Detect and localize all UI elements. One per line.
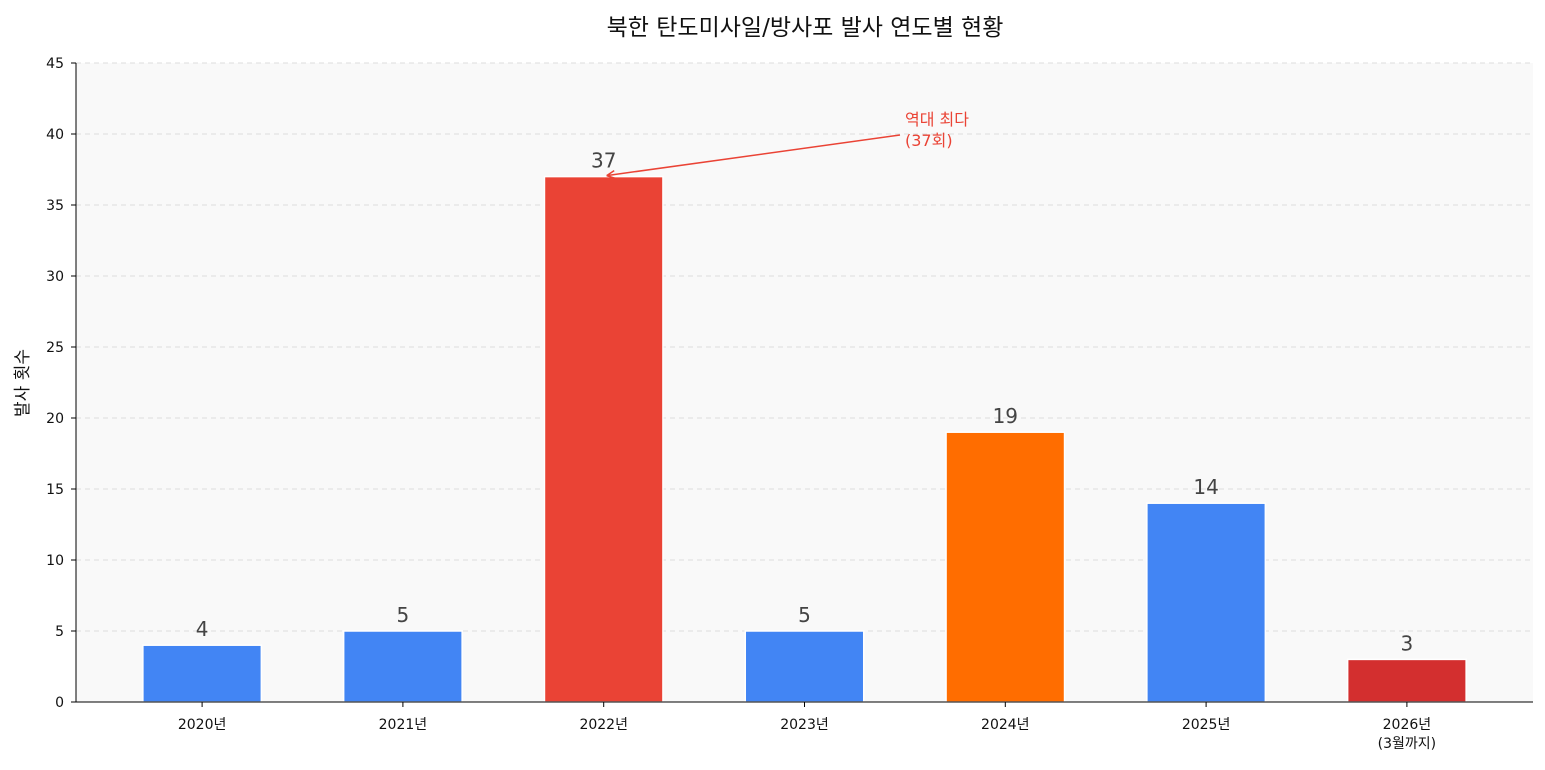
x-tick-label: 2021년 (379, 717, 428, 733)
y-tick-label: 40 (46, 127, 64, 143)
plot-area (76, 63, 1533, 702)
x-tick-label: 2025년 (1182, 717, 1231, 733)
x-tick-label: 2023년 (780, 717, 829, 733)
bar-value-label: 19 (993, 404, 1018, 428)
y-tick-label: 20 (46, 411, 64, 427)
bar-value-label: 5 (397, 603, 410, 627)
bar (1146, 502, 1267, 703)
y-tick-label: 45 (46, 56, 64, 72)
annotation-text: (37회) (905, 131, 953, 150)
y-tick-label: 10 (46, 553, 64, 569)
chart-title: 북한 탄도미사일/방사포 발사 연도별 현황 (607, 15, 1004, 41)
annotation-arrowhead (606, 174, 616, 180)
y-tick-label: 25 (46, 340, 64, 356)
x-tick-label: 2022년 (579, 717, 628, 733)
bar-value-label: 14 (1193, 475, 1218, 499)
bar (142, 644, 263, 703)
x-tick-label: 2020년 (178, 717, 227, 733)
annotation-text: 역대 최다 (905, 110, 969, 129)
bar (744, 630, 865, 703)
y-tick-label: 30 (46, 269, 64, 285)
bar (342, 630, 463, 703)
annotation-arrowhead (606, 169, 615, 177)
x-tick-label: 2026년 (1383, 717, 1432, 733)
bar-value-label: 5 (798, 603, 811, 627)
bar (543, 175, 664, 703)
y-tick-label: 5 (55, 624, 64, 640)
y-tick-label: 0 (55, 695, 64, 711)
x-tick-label: 2024년 (981, 717, 1030, 733)
bar-value-label: 3 (1401, 631, 1414, 655)
y-tick-label: 35 (46, 198, 64, 214)
y-tick-label: 15 (46, 482, 64, 498)
y-axis-label: 발사 횟수 (13, 349, 33, 417)
bar-value-label: 4 (196, 617, 209, 641)
bar (1346, 658, 1467, 703)
bar (945, 431, 1066, 703)
bar-value-label: 37 (591, 149, 616, 173)
annotation-arrow (606, 134, 901, 177)
x-tick-label: (3월까지) (1378, 736, 1436, 752)
